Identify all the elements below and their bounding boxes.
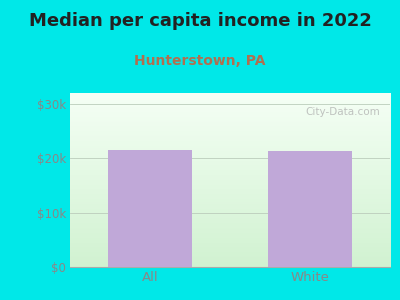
- Text: Hunterstown, PA: Hunterstown, PA: [134, 54, 266, 68]
- Bar: [108, 150, 192, 267]
- Text: City-Data.com: City-Data.com: [306, 107, 380, 117]
- Bar: [268, 151, 352, 267]
- Text: Median per capita income in 2022: Median per capita income in 2022: [28, 12, 372, 30]
